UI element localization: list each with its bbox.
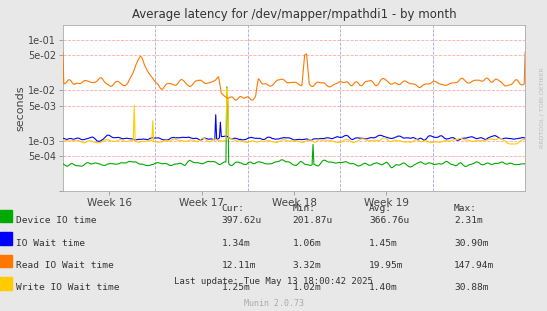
Text: 30.88m: 30.88m bbox=[454, 283, 488, 292]
Text: 201.87u: 201.87u bbox=[293, 216, 333, 225]
Text: 1.25m: 1.25m bbox=[222, 283, 251, 292]
Text: 397.62u: 397.62u bbox=[222, 216, 262, 225]
Text: 1.45m: 1.45m bbox=[369, 239, 398, 248]
Text: 12.11m: 12.11m bbox=[222, 261, 256, 270]
Text: Munin 2.0.73: Munin 2.0.73 bbox=[243, 299, 304, 308]
Text: Read IO Wait time: Read IO Wait time bbox=[16, 261, 114, 270]
Text: RRDTOOL / TOBI OETIKER: RRDTOOL / TOBI OETIKER bbox=[539, 68, 544, 148]
Text: Device IO time: Device IO time bbox=[16, 216, 97, 225]
Text: 1.06m: 1.06m bbox=[293, 239, 322, 248]
Text: Cur:: Cur: bbox=[222, 204, 245, 213]
Text: 2.31m: 2.31m bbox=[454, 216, 483, 225]
Y-axis label: seconds: seconds bbox=[15, 85, 25, 131]
Text: 1.34m: 1.34m bbox=[222, 239, 251, 248]
Text: 30.90m: 30.90m bbox=[454, 239, 488, 248]
Text: Write IO Wait time: Write IO Wait time bbox=[16, 283, 120, 292]
Text: 1.02m: 1.02m bbox=[293, 283, 322, 292]
Text: 1.40m: 1.40m bbox=[369, 283, 398, 292]
Text: IO Wait time: IO Wait time bbox=[16, 239, 85, 248]
Text: 19.95m: 19.95m bbox=[369, 261, 404, 270]
Text: 3.32m: 3.32m bbox=[293, 261, 322, 270]
Text: Avg:: Avg: bbox=[369, 204, 392, 213]
Text: Max:: Max: bbox=[454, 204, 477, 213]
Text: 366.76u: 366.76u bbox=[369, 216, 410, 225]
Text: Last update: Tue May 13 18:00:42 2025: Last update: Tue May 13 18:00:42 2025 bbox=[174, 277, 373, 286]
Title: Average latency for /dev/mapper/mpathdi1 - by month: Average latency for /dev/mapper/mpathdi1… bbox=[132, 8, 456, 21]
Text: Min:: Min: bbox=[293, 204, 316, 213]
Text: 147.94m: 147.94m bbox=[454, 261, 494, 270]
